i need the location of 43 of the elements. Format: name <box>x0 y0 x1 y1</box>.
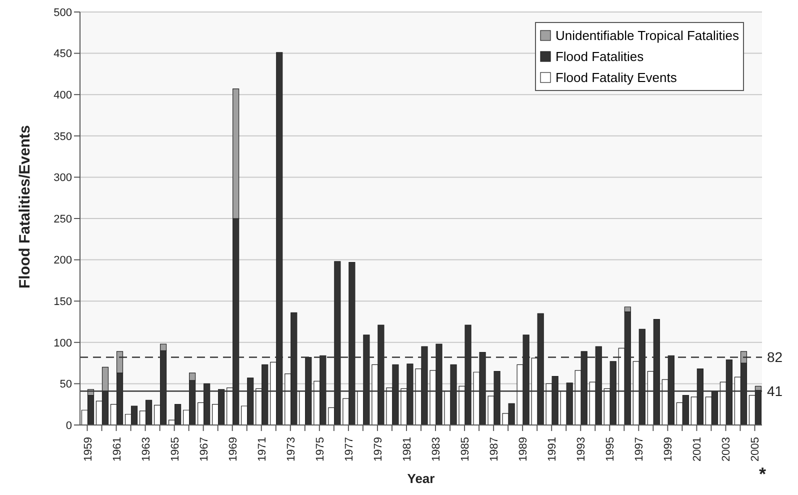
x-tick-label: 1991 <box>546 437 559 462</box>
x-tick-label: 1983 <box>430 437 443 462</box>
y-tick-label: 350 <box>54 130 72 143</box>
legend-label: Flood Fatality Events <box>555 70 677 85</box>
x-tick-label: 2003 <box>720 437 733 462</box>
x-tick-label: 1987 <box>488 437 501 462</box>
x-tick-label: 1963 <box>140 437 152 462</box>
y-tick-label: 400 <box>54 90 72 102</box>
y-tick-label: 0 <box>66 420 72 432</box>
x-tick-label: 2001 <box>692 437 704 462</box>
x-tick-label: 1993 <box>576 437 588 462</box>
x-tick-label: 1969 <box>227 437 240 462</box>
y-tick-label: 250 <box>54 213 72 226</box>
y-tick-label: 100 <box>54 337 72 350</box>
x-tick-label: 1977 <box>343 437 356 462</box>
x-tick-label: 1981 <box>401 437 414 462</box>
y-tick-label: 300 <box>54 172 72 184</box>
ref-line-label: 41 <box>767 383 783 400</box>
legend-label: Flood Fatalities <box>555 49 644 64</box>
x-tick-label: 1975 <box>314 437 326 462</box>
x-tick-label: 1959 <box>82 437 94 462</box>
x-tick-label: 1979 <box>372 437 384 462</box>
y-tick-label: 200 <box>54 254 72 267</box>
y-tick-label: 450 <box>54 48 72 60</box>
x-tick-label: 1965 <box>169 437 182 462</box>
x-tick-label: 1995 <box>604 437 617 462</box>
y-tick-label: 50 <box>60 378 72 391</box>
x-tick-label: 1997 <box>634 437 646 462</box>
y-tick-label: 150 <box>54 296 72 308</box>
x-tick-label: 1961 <box>111 437 124 462</box>
x-tick-label: 1967 <box>198 437 210 462</box>
text: * <box>758 464 766 485</box>
x-tick-label: 1999 <box>662 437 675 462</box>
legend-label: Unidentifiable Tropical Fatalities <box>555 28 739 43</box>
ref-line-label: 82 <box>767 349 783 366</box>
x-axis-title: Year <box>407 471 435 486</box>
y-tick-label: 500 <box>54 6 72 19</box>
x-tick-label: 1971 <box>256 437 268 462</box>
x-tick-label: 2005 <box>750 437 762 462</box>
x-tick-label: 1973 <box>285 437 298 462</box>
x-tick-label: 1989 <box>518 437 530 462</box>
y-axis-title: Flood Fatalities/Events <box>16 125 34 288</box>
x-tick-label: 1985 <box>460 437 472 462</box>
